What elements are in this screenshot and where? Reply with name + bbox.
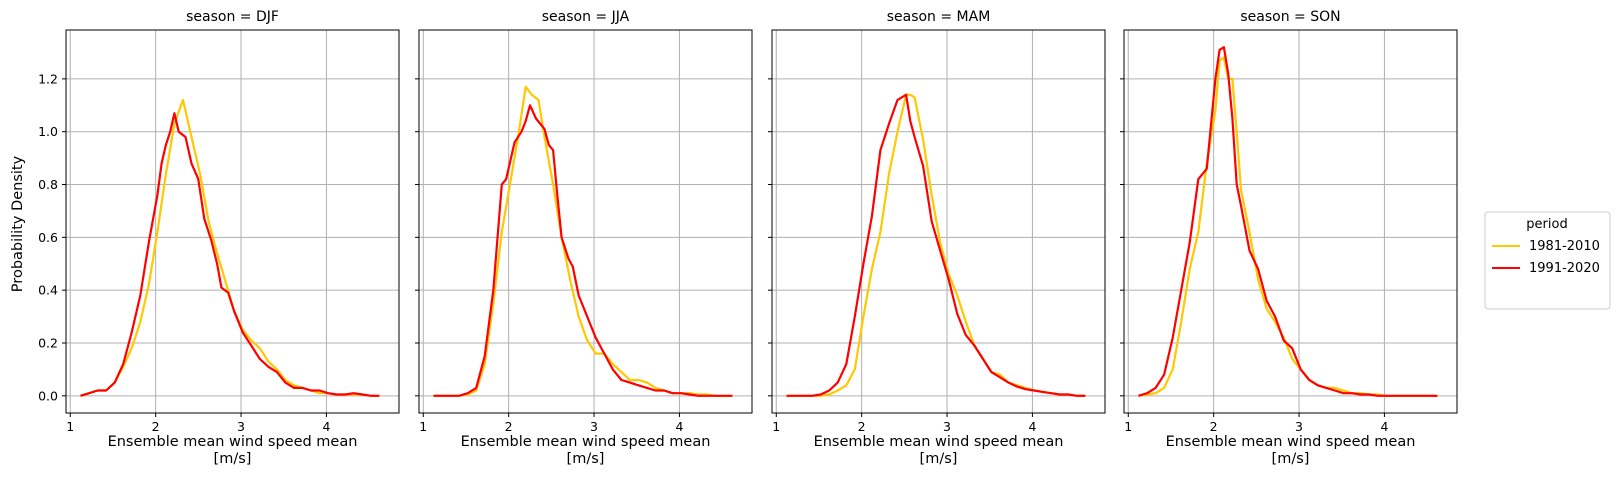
series-line-1981-2010 xyxy=(433,85,733,397)
series-line-1991-2020 xyxy=(433,104,733,397)
axes-frame xyxy=(1123,29,1458,414)
x-tick-label: 2 xyxy=(505,419,513,434)
axes-frame xyxy=(771,29,1106,414)
y-tick-label: 0.8 xyxy=(38,177,58,192)
legend: period 1981-2010 1991-2020 xyxy=(1484,211,1611,310)
y-tick-label: 0.4 xyxy=(38,283,58,298)
x-tick-label: 2 xyxy=(152,419,160,434)
x-tick-label: 1 xyxy=(772,419,780,434)
x-tick-label: 3 xyxy=(590,419,598,434)
x-tick-label: 4 xyxy=(1380,419,1388,434)
panel-title: season = MAM xyxy=(887,9,991,25)
x-tick-label: 3 xyxy=(237,419,245,434)
axes-frame xyxy=(65,29,400,414)
panel-title: season = DJF xyxy=(186,9,279,25)
x-tick-label: 1 xyxy=(1124,419,1132,434)
series-line-1991-2020 xyxy=(1138,46,1438,397)
legend-label-1991-2020: 1991-2020 xyxy=(1529,261,1600,276)
panel-2: 1 2 3 4 season = MAM Ensemble mean wind speed… xyxy=(768,9,1106,467)
x-axis-label: Ensemble mean wind speed mean xyxy=(1166,434,1416,450)
x-tick-label: 1 xyxy=(419,419,427,434)
x-tick-label: 4 xyxy=(675,419,683,434)
x-axis-label: Ensemble mean wind speed mean xyxy=(814,434,1064,450)
x-axis-unit-label: [m/s] xyxy=(567,451,605,467)
y-tick-label: 0.0 xyxy=(38,388,58,403)
x-tick-label: 1 xyxy=(66,419,74,434)
series-line-1981-2010 xyxy=(80,98,380,397)
series-line-1981-2010 xyxy=(786,93,1086,397)
legend-title: period xyxy=(1526,217,1567,232)
y-tick-label: 1.0 xyxy=(38,124,58,139)
x-axis-label: Ensemble mean wind speed mean xyxy=(108,434,358,450)
panel-title: season = SON xyxy=(1240,9,1340,25)
y-axis-label: Probability Density xyxy=(10,155,26,292)
x-tick-label: 2 xyxy=(1210,419,1218,434)
x-tick-label: 3 xyxy=(1295,419,1303,434)
x-axis-unit-label: [m/s] xyxy=(920,451,958,467)
x-axis-unit-label: [m/s] xyxy=(214,451,252,467)
y-tick-label: 0.2 xyxy=(38,336,58,351)
x-tick-label: 3 xyxy=(943,419,951,434)
y-tick-label: 0.6 xyxy=(38,230,58,245)
x-axis-unit-label: [m/s] xyxy=(1272,451,1310,467)
panel-3: 1 2 3 4 season = SON Ensemble mean wind speed… xyxy=(1120,9,1458,467)
x-tick-label: 4 xyxy=(322,419,330,434)
axes-frame xyxy=(418,29,753,414)
panel-1: 1 2 3 4 season = JJA Ensemble mean wind speed… xyxy=(415,9,753,467)
panel-0: 1 2 3 4 0.0 0.2 0.4 0.6 0.8 1.0 1.2 season = DJF Ens… xyxy=(38,9,400,467)
x-tick-label: 4 xyxy=(1028,419,1036,434)
panel-title: season = JJA xyxy=(542,9,630,25)
y-tick-label: 1.2 xyxy=(38,71,58,86)
x-axis-label: Ensemble mean wind speed mean xyxy=(461,434,711,450)
x-tick-label: 2 xyxy=(858,419,866,434)
legend-frame xyxy=(1484,211,1611,310)
series-line-1991-2020 xyxy=(80,112,380,397)
legend-label-1981-2010: 1981-2010 xyxy=(1529,239,1600,254)
series-line-1991-2020 xyxy=(786,93,1086,397)
